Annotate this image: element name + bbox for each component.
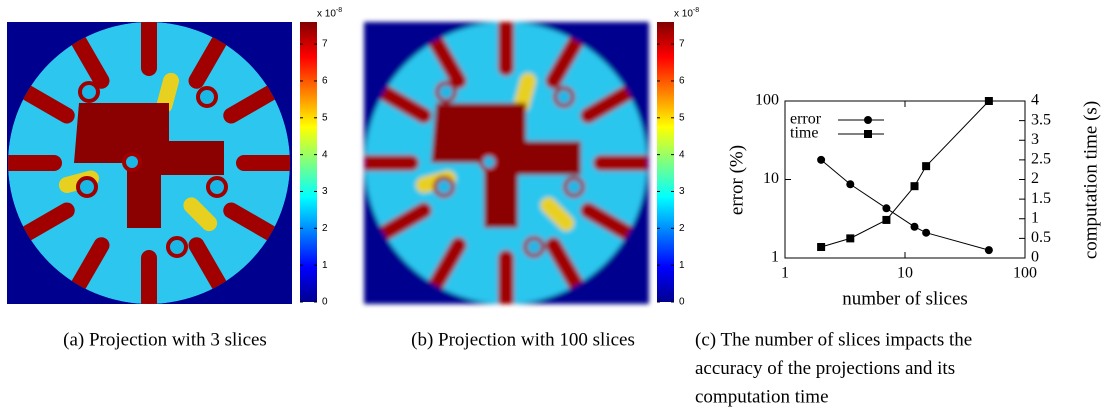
caption: (b) Projection with 100 slices bbox=[411, 329, 635, 350]
y2-tick-label: 1.5 bbox=[1031, 190, 1051, 207]
colorbar-tick-label: 4 bbox=[679, 149, 685, 160]
y2-tick-label: 2 bbox=[1031, 170, 1039, 187]
marker bbox=[922, 162, 931, 171]
series-line bbox=[820, 159, 990, 251]
x-tick-label: 100 bbox=[1013, 265, 1037, 282]
legend-marker bbox=[864, 116, 872, 124]
y-tick-label: 1 bbox=[771, 249, 779, 266]
marker bbox=[984, 97, 993, 105]
colorbar-tick-label: 0 bbox=[322, 297, 328, 308]
colorbar-exponent: -8 bbox=[336, 7, 342, 14]
colorbar-tick-label: 7 bbox=[679, 39, 685, 50]
heatmap bbox=[0, 13, 299, 313]
colorbar-tick-label: 3 bbox=[322, 186, 328, 197]
caption: (c) The number of slices impacts the bbox=[695, 329, 972, 350]
marker bbox=[910, 222, 919, 231]
caption: accuracy of the projections and its bbox=[695, 358, 955, 379]
caption: computation time bbox=[695, 386, 829, 407]
heatmap bbox=[356, 13, 656, 313]
colorbar-tick-label: 1 bbox=[322, 260, 328, 271]
marker bbox=[846, 180, 855, 189]
colorbar-tick-label: 2 bbox=[679, 223, 685, 234]
y2-tick-label: 0.5 bbox=[1031, 229, 1051, 246]
colorbar-tick-label: 5 bbox=[679, 112, 685, 123]
y-tick-label: 100 bbox=[755, 92, 779, 109]
marker bbox=[882, 215, 891, 224]
marker bbox=[846, 234, 855, 243]
x-axis-label: number of slices bbox=[842, 288, 968, 309]
marker bbox=[910, 182, 919, 191]
colorbar bbox=[300, 22, 317, 302]
colorbar-tick-label: 3 bbox=[679, 186, 685, 197]
colorbar-multiplier: x 10-8 bbox=[674, 7, 699, 20]
marker bbox=[817, 243, 826, 252]
x-tick-label: 10 bbox=[897, 265, 913, 282]
colorbar-tick-label: 6 bbox=[322, 76, 328, 87]
y2-tick-label: 0 bbox=[1031, 249, 1039, 266]
caption: (a) Projection with 3 slices bbox=[63, 329, 267, 350]
y2-tick-label: 2.5 bbox=[1031, 151, 1051, 168]
y2-tick-label: 3 bbox=[1031, 131, 1039, 148]
colorbar-tick-label: 6 bbox=[679, 76, 685, 87]
y-axis-label: error (%) bbox=[726, 145, 747, 215]
colorbar-multiplier: x 10-8 bbox=[317, 7, 342, 20]
colorbar-tick-label: 7 bbox=[322, 39, 328, 50]
marker bbox=[882, 204, 891, 213]
colorbar-tick-label: 2 bbox=[322, 223, 328, 234]
marker bbox=[817, 155, 826, 164]
legend-label: time bbox=[790, 125, 818, 142]
legend-label: error bbox=[790, 111, 822, 128]
marker bbox=[922, 228, 931, 237]
colorbar-tick-label: 4 bbox=[322, 149, 328, 160]
colorbar-exponent: -8 bbox=[693, 7, 699, 14]
colorbar-tick-label: 5 bbox=[322, 112, 328, 123]
y-tick-label: 10 bbox=[763, 170, 779, 187]
x-tick-label: 1 bbox=[781, 265, 789, 282]
series-line bbox=[820, 100, 990, 248]
y2-tick-label: 4 bbox=[1031, 92, 1039, 109]
y2-tick-label: 1 bbox=[1031, 209, 1039, 226]
marker bbox=[984, 246, 993, 255]
legend-marker bbox=[864, 130, 872, 138]
y2-tick-label: 3.5 bbox=[1031, 111, 1051, 128]
colorbar-tick-label: 1 bbox=[679, 260, 685, 271]
colorbar bbox=[657, 22, 674, 302]
colorbar-tick-label: 0 bbox=[679, 297, 685, 308]
y2-axis-label: computation time (s) bbox=[1080, 101, 1101, 259]
